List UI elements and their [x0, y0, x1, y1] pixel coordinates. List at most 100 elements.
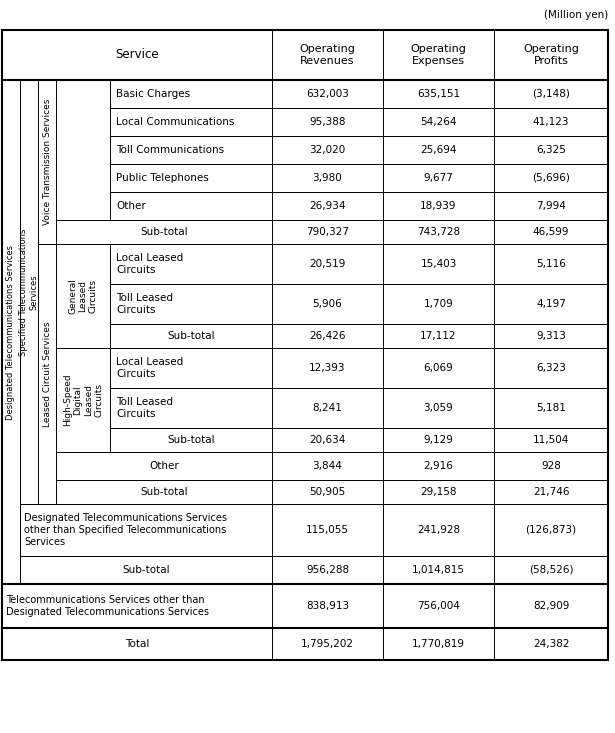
Text: 9,313: 9,313: [536, 331, 566, 341]
Text: 17,112: 17,112: [420, 331, 457, 341]
Bar: [383, 108, 494, 136]
Bar: [494, 284, 608, 324]
Bar: [272, 192, 383, 220]
Bar: [110, 192, 272, 220]
Bar: [383, 284, 494, 324]
Text: 32,020: 32,020: [309, 145, 346, 155]
Bar: [272, 584, 383, 628]
Bar: [272, 284, 383, 324]
Text: 46,599: 46,599: [533, 227, 569, 237]
Text: Public Telephones: Public Telephones: [116, 173, 208, 183]
Bar: [110, 388, 272, 428]
Text: 743,728: 743,728: [417, 227, 460, 237]
Text: 25,694: 25,694: [420, 145, 457, 155]
Text: Other: Other: [149, 461, 179, 471]
Bar: [494, 452, 608, 480]
Bar: [272, 164, 383, 192]
Bar: [20, 80, 38, 504]
Bar: [272, 30, 383, 80]
Text: 1,014,815: 1,014,815: [412, 565, 465, 575]
Text: Toll Communications: Toll Communications: [116, 145, 224, 155]
Bar: [494, 220, 608, 244]
Text: 838,913: 838,913: [306, 601, 349, 611]
Bar: [383, 348, 494, 388]
Text: 6,323: 6,323: [536, 363, 566, 373]
Text: Operating
Expenses: Operating Expenses: [411, 44, 466, 66]
Bar: [272, 556, 383, 584]
Text: 3,844: 3,844: [312, 461, 343, 471]
Text: 928: 928: [541, 461, 561, 471]
Text: Sub-total: Sub-total: [167, 331, 215, 341]
Bar: [2, 584, 272, 628]
Bar: [110, 348, 272, 388]
Text: 11,504: 11,504: [533, 435, 569, 445]
Text: 20,519: 20,519: [309, 259, 346, 269]
Bar: [494, 80, 608, 108]
Bar: [494, 108, 608, 136]
Text: Local Communications: Local Communications: [116, 117, 234, 127]
Bar: [20, 556, 272, 584]
Bar: [383, 164, 494, 192]
Text: Operating
Revenues: Operating Revenues: [300, 44, 355, 66]
Text: Sub-total: Sub-total: [167, 435, 215, 445]
Bar: [272, 80, 383, 108]
Bar: [494, 504, 608, 556]
Text: Local Leased
Circuits: Local Leased Circuits: [116, 357, 183, 379]
Bar: [494, 556, 608, 584]
Text: 6,325: 6,325: [536, 145, 566, 155]
Text: Sub-total: Sub-total: [140, 227, 188, 237]
Bar: [2, 80, 20, 584]
Text: Sub-total: Sub-total: [140, 487, 188, 497]
Bar: [272, 388, 383, 428]
Text: 1,795,202: 1,795,202: [301, 639, 354, 649]
Bar: [38, 244, 56, 504]
Text: 5,181: 5,181: [536, 403, 566, 413]
Text: Toll Leased
Circuits: Toll Leased Circuits: [116, 292, 173, 315]
Bar: [383, 244, 494, 284]
Text: 41,123: 41,123: [533, 117, 569, 127]
Text: 9,129: 9,129: [424, 435, 453, 445]
Text: 15,403: 15,403: [420, 259, 457, 269]
Text: Local Leased
Circuits: Local Leased Circuits: [116, 253, 183, 275]
Text: Operating
Profits: Operating Profits: [523, 44, 579, 66]
Text: 50,905: 50,905: [309, 487, 346, 497]
Bar: [494, 136, 608, 164]
Bar: [383, 324, 494, 348]
Text: 956,288: 956,288: [306, 565, 349, 575]
Text: Service: Service: [115, 48, 159, 62]
Text: 82,909: 82,909: [533, 601, 569, 611]
Text: General
Leased
Circuits: General Leased Circuits: [68, 278, 98, 314]
Text: (58,526): (58,526): [529, 565, 573, 575]
Text: 54,264: 54,264: [420, 117, 457, 127]
Text: 5,906: 5,906: [312, 299, 343, 309]
Text: 241,928: 241,928: [417, 525, 460, 535]
Text: 12,393: 12,393: [309, 363, 346, 373]
Bar: [494, 628, 608, 660]
Bar: [494, 348, 608, 388]
Text: Specified Telecommunications
Services: Specified Telecommunications Services: [19, 228, 39, 356]
Bar: [110, 284, 272, 324]
Bar: [272, 504, 383, 556]
Text: 29,158: 29,158: [420, 487, 457, 497]
Bar: [20, 504, 272, 556]
Text: 1,709: 1,709: [424, 299, 453, 309]
Text: Telecommunications Services other than
Designated Telecommunications Services: Telecommunications Services other than D…: [6, 594, 209, 617]
Bar: [494, 388, 608, 428]
Bar: [383, 428, 494, 452]
Bar: [110, 324, 272, 348]
Text: 790,327: 790,327: [306, 227, 349, 237]
Bar: [56, 220, 272, 244]
Text: 7,994: 7,994: [536, 201, 566, 211]
Bar: [272, 108, 383, 136]
Bar: [383, 556, 494, 584]
Text: (126,873): (126,873): [525, 525, 577, 535]
Bar: [383, 220, 494, 244]
Bar: [494, 244, 608, 284]
Text: 26,934: 26,934: [309, 201, 346, 211]
Bar: [110, 80, 272, 108]
Bar: [56, 244, 110, 348]
Text: 6,069: 6,069: [424, 363, 453, 373]
Bar: [272, 136, 383, 164]
Text: 115,055: 115,055: [306, 525, 349, 535]
Bar: [272, 452, 383, 480]
